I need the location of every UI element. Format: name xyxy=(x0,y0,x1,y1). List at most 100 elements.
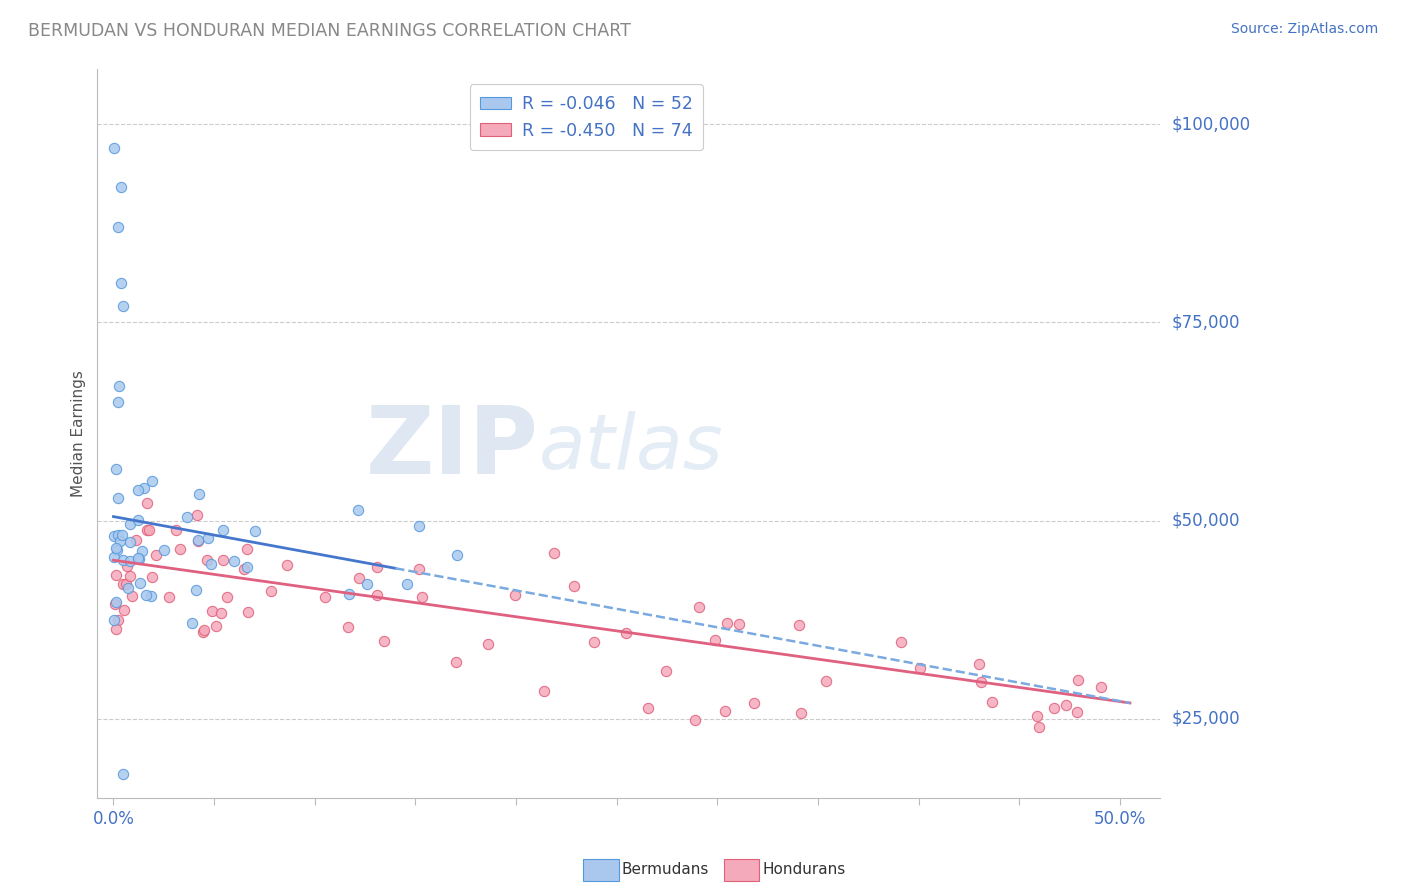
Point xyxy=(1090,680,1112,694)
Text: $100,000: $100,000 xyxy=(1171,115,1250,133)
Point xyxy=(347,571,370,585)
Text: $50,000: $50,000 xyxy=(1171,512,1240,530)
Point xyxy=(1043,701,1066,715)
Point xyxy=(112,603,135,617)
Point xyxy=(366,588,388,602)
Point xyxy=(166,523,188,537)
Point xyxy=(395,577,418,591)
Point xyxy=(408,519,430,533)
Point xyxy=(136,523,159,537)
Point xyxy=(562,579,585,593)
Point xyxy=(120,554,142,568)
Point xyxy=(1028,720,1050,734)
Point xyxy=(655,665,678,679)
Point xyxy=(152,543,174,558)
Point xyxy=(1026,708,1049,723)
Point xyxy=(790,706,813,720)
Point xyxy=(337,586,360,600)
Point xyxy=(108,378,131,392)
Point xyxy=(314,591,336,605)
Legend: R = -0.046   N = 52, R = -0.450   N = 74: R = -0.046 N = 52, R = -0.450 N = 74 xyxy=(470,85,703,150)
Point xyxy=(477,637,499,651)
Point xyxy=(141,474,163,488)
Point xyxy=(186,508,208,522)
Point xyxy=(742,696,765,710)
Point xyxy=(193,624,215,638)
Point xyxy=(145,549,167,563)
Point xyxy=(356,577,378,591)
Point xyxy=(120,569,142,583)
Point xyxy=(582,634,605,648)
Point xyxy=(187,533,209,548)
Point xyxy=(533,684,555,698)
Point xyxy=(683,713,706,727)
Point xyxy=(243,524,266,538)
Point xyxy=(103,613,125,627)
Point xyxy=(201,604,224,618)
Point xyxy=(103,598,125,612)
Text: $25,000: $25,000 xyxy=(1171,710,1240,728)
Point xyxy=(121,589,143,603)
Point xyxy=(1066,705,1088,719)
Point xyxy=(135,588,157,602)
Point xyxy=(139,589,162,603)
Point xyxy=(111,553,134,567)
Point xyxy=(204,619,226,633)
Point xyxy=(110,534,132,549)
Point xyxy=(114,577,136,591)
Text: Source: ZipAtlas.com: Source: ZipAtlas.com xyxy=(1230,22,1378,37)
Point xyxy=(125,533,148,548)
Point xyxy=(815,674,838,689)
Point xyxy=(111,577,134,591)
Point xyxy=(103,141,125,155)
Point xyxy=(215,591,238,605)
Point xyxy=(136,495,159,509)
Point xyxy=(233,562,256,576)
Point xyxy=(127,483,149,497)
Point xyxy=(444,655,467,669)
Point xyxy=(186,582,208,597)
Point xyxy=(103,549,125,564)
Point xyxy=(637,701,659,715)
Point xyxy=(111,767,134,781)
Point xyxy=(131,544,153,558)
Point xyxy=(366,560,388,574)
Point xyxy=(212,524,235,538)
Point xyxy=(157,590,180,604)
Point xyxy=(107,491,129,505)
Point xyxy=(260,584,283,599)
Point xyxy=(105,594,128,608)
Point xyxy=(1054,698,1077,713)
Point xyxy=(127,551,149,566)
Point xyxy=(103,529,125,543)
Text: Bermudans: Bermudans xyxy=(621,863,709,877)
Point xyxy=(716,615,738,630)
Point xyxy=(118,534,141,549)
Point xyxy=(200,557,222,571)
Point xyxy=(890,635,912,649)
Text: BERMUDAN VS HONDURAN MEDIAN EARNINGS CORRELATION CHART: BERMUDAN VS HONDURAN MEDIAN EARNINGS COR… xyxy=(28,22,631,40)
Point xyxy=(180,616,202,631)
Point xyxy=(105,462,128,476)
Point xyxy=(105,543,128,558)
Text: atlas: atlas xyxy=(538,411,723,485)
Point xyxy=(195,553,218,567)
Point xyxy=(176,510,198,524)
Point xyxy=(543,546,565,560)
Point xyxy=(110,180,132,194)
Point xyxy=(336,619,359,633)
Point xyxy=(209,606,232,620)
Point xyxy=(970,675,993,690)
Point xyxy=(187,534,209,549)
Point xyxy=(713,704,735,718)
Point xyxy=(1067,673,1090,687)
Point xyxy=(236,605,259,619)
Point xyxy=(688,599,710,614)
Point xyxy=(411,591,433,605)
Text: ZIP: ZIP xyxy=(366,402,538,494)
Point xyxy=(107,220,129,235)
Point xyxy=(346,503,368,517)
Point xyxy=(117,581,139,595)
Point xyxy=(104,541,127,556)
Point xyxy=(107,394,129,409)
